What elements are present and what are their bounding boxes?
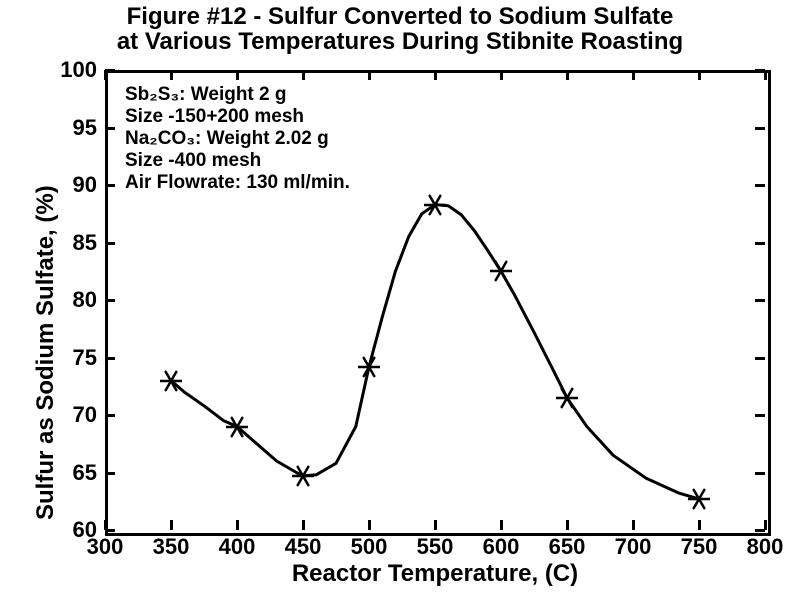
- x-tick-mark: [434, 70, 437, 80]
- x-tick-mark: [170, 70, 173, 80]
- x-tick-mark: [500, 520, 503, 530]
- x-tick-mark: [632, 520, 635, 530]
- y-tick-mark: [755, 357, 765, 360]
- y-tick-label: 95: [37, 115, 97, 141]
- y-tick-mark: [105, 414, 115, 417]
- x-tick-label: 500: [351, 534, 388, 560]
- x-tick-label: 300: [87, 534, 124, 560]
- y-tick-mark: [755, 184, 765, 187]
- x-tick-mark: [104, 70, 107, 80]
- annot-na2co3-size: Size -400 mesh: [125, 150, 261, 172]
- x-tick-mark: [236, 520, 239, 530]
- annot-sb2s3-weight: Sb₂S₃: Weight 2 g: [125, 84, 287, 106]
- annot-na2co3-weight: Na₂CO₃: Weight 2.02 g: [125, 128, 329, 150]
- x-tick-label: 400: [219, 534, 256, 560]
- x-tick-label: 650: [549, 534, 586, 560]
- y-tick-mark: [755, 127, 765, 130]
- y-tick-mark: [755, 414, 765, 417]
- y-tick-mark: [105, 299, 115, 302]
- figure-container: Figure #12 - Sulfur Converted to Sodium …: [0, 0, 800, 595]
- x-tick-mark: [764, 70, 767, 80]
- x-tick-label: 800: [747, 534, 784, 560]
- x-tick-mark: [632, 70, 635, 80]
- x-tick-mark: [566, 520, 569, 530]
- y-tick-mark: [755, 242, 765, 245]
- x-tick-label: 350: [153, 534, 190, 560]
- y-tick-mark: [105, 357, 115, 360]
- x-tick-mark: [698, 520, 701, 530]
- y-tick-mark: [105, 472, 115, 475]
- x-axis-label: Reactor Temperature, (C): [105, 560, 765, 588]
- y-tick-mark: [105, 184, 115, 187]
- y-tick-label: 80: [37, 287, 97, 313]
- x-tick-mark: [764, 520, 767, 530]
- y-tick-mark: [105, 242, 115, 245]
- annot-sb2s3-size: Size -150+200 mesh: [125, 106, 304, 128]
- x-tick-mark: [170, 520, 173, 530]
- x-tick-mark: [302, 520, 305, 530]
- y-tick-mark: [755, 472, 765, 475]
- x-tick-label: 550: [417, 534, 454, 560]
- y-tick-label: 75: [37, 345, 97, 371]
- x-tick-mark: [368, 70, 371, 80]
- x-tick-mark: [698, 70, 701, 80]
- x-tick-mark: [236, 70, 239, 80]
- y-tick-label: 85: [37, 230, 97, 256]
- y-tick-mark: [105, 127, 115, 130]
- y-tick-mark: [755, 299, 765, 302]
- x-tick-label: 600: [483, 534, 520, 560]
- x-tick-mark: [434, 520, 437, 530]
- y-tick-label: 65: [37, 460, 97, 486]
- y-tick-label: 100: [37, 57, 97, 83]
- x-tick-label: 750: [681, 534, 718, 560]
- x-tick-mark: [500, 70, 503, 80]
- x-tick-mark: [566, 70, 569, 80]
- x-tick-mark: [302, 70, 305, 80]
- x-tick-mark: [104, 520, 107, 530]
- data-curve: [0, 0, 800, 595]
- x-tick-label: 700: [615, 534, 652, 560]
- x-tick-mark: [368, 520, 371, 530]
- y-tick-label: 70: [37, 402, 97, 428]
- y-tick-label: 90: [37, 172, 97, 198]
- annot-air-flowrate: Air Flowrate: 130 ml/min.: [125, 172, 350, 194]
- x-tick-label: 450: [285, 534, 322, 560]
